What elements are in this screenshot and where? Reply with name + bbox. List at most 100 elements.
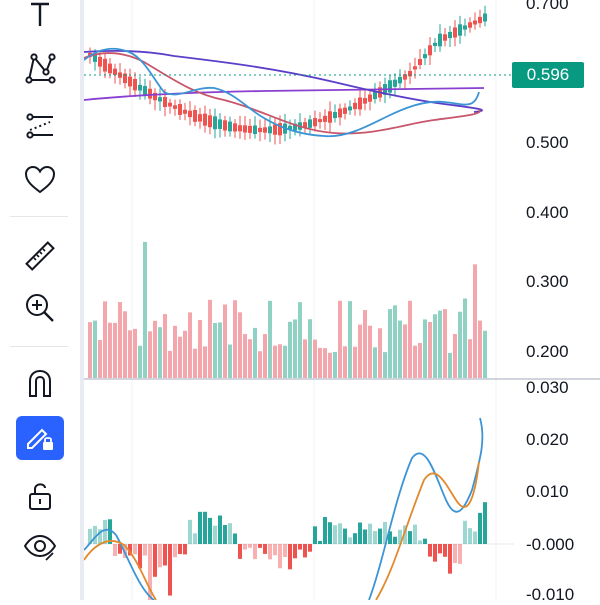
histogram-bar <box>443 544 447 557</box>
volume-bar <box>473 264 477 378</box>
histogram-bar <box>258 544 262 548</box>
favorites-tool[interactable] <box>16 158 64 202</box>
volume-bar <box>423 319 427 378</box>
candle-body <box>338 108 342 118</box>
histogram-bar <box>338 523 342 544</box>
volume-bar <box>133 328 137 378</box>
candle-body <box>453 27 457 38</box>
volume-bar <box>418 342 422 378</box>
volume-bar <box>348 301 352 378</box>
histogram-bar <box>413 524 417 544</box>
histogram-bar <box>438 544 442 554</box>
histogram-bar <box>348 537 352 544</box>
zoom-in-icon <box>26 294 54 322</box>
oscillator-axis-label: 0.030 <box>526 378 569 397</box>
lock-drawings-tool[interactable] <box>16 416 64 460</box>
histogram-bar <box>368 523 372 544</box>
candle-body <box>213 116 217 130</box>
zoom-tool[interactable] <box>16 286 64 330</box>
volume-bar <box>103 301 107 378</box>
candle-body <box>93 54 97 62</box>
histogram-bar <box>128 544 132 556</box>
histogram-bar <box>178 544 182 555</box>
candle-body <box>418 59 422 65</box>
forecast-tool[interactable] <box>16 104 64 148</box>
volume-bars <box>88 241 487 378</box>
volume-bar <box>318 347 322 378</box>
volume-bar <box>253 327 257 378</box>
candle-body <box>278 123 282 136</box>
volume-bar <box>128 330 132 378</box>
candle-body <box>263 127 267 133</box>
candle-body <box>133 78 137 91</box>
candle-body <box>173 105 177 109</box>
lock-all-tool[interactable] <box>16 474 64 518</box>
candle-body <box>433 42 437 46</box>
volume-bar <box>163 314 167 378</box>
histogram-bar <box>333 525 337 544</box>
candle-body <box>203 113 207 126</box>
candle-body <box>233 123 237 132</box>
histogram-bar <box>388 531 392 544</box>
volume-bar <box>413 345 417 378</box>
volume-bar <box>358 324 362 378</box>
volume-bar <box>248 339 252 378</box>
histogram-bar <box>353 533 357 544</box>
pattern-tool[interactable] <box>16 46 64 90</box>
histogram-bar <box>118 544 122 554</box>
ma-indigo-line <box>83 49 483 113</box>
histogram-bar <box>183 544 187 555</box>
histogram-bar <box>98 529 102 544</box>
histogram-bar <box>448 544 452 574</box>
histogram-bar <box>408 531 412 544</box>
volume-bar <box>93 320 97 378</box>
candle-body <box>103 58 107 72</box>
volume-bar <box>478 320 482 378</box>
oscillator-axis-label: -0.010 <box>526 585 575 604</box>
histogram-bar <box>208 517 212 544</box>
histogram-bar <box>218 515 222 544</box>
volume-bar <box>188 312 192 378</box>
candle-body <box>483 13 487 22</box>
candle-body <box>243 125 247 133</box>
magnet-tool[interactable] <box>16 362 64 406</box>
volume-bar <box>268 300 272 378</box>
chart-canvas[interactable] <box>83 0 600 602</box>
candle-body <box>313 118 317 127</box>
volume-bar <box>338 300 342 378</box>
candle-body <box>373 91 377 100</box>
candle-body <box>123 73 127 84</box>
toolbar-divider[interactable] <box>80 0 84 600</box>
text-tool[interactable] <box>16 0 64 36</box>
candle-body <box>98 56 102 67</box>
volume-bar <box>443 309 447 378</box>
current-price-tag: 0.596 <box>512 62 584 88</box>
candle-body <box>158 97 162 102</box>
histogram-bar <box>378 528 382 544</box>
volume-bar <box>158 327 162 378</box>
candle-body <box>458 24 462 36</box>
volume-bar <box>388 309 392 378</box>
histogram-bar <box>113 544 117 557</box>
candle-body <box>238 125 242 132</box>
histogram-bar <box>303 544 307 558</box>
volume-bar <box>283 345 287 378</box>
eye-icon <box>23 534 57 561</box>
volume-bar <box>148 331 152 378</box>
drawing-toolbar <box>0 0 80 600</box>
histogram-bar <box>383 521 387 544</box>
volume-bar <box>243 334 247 378</box>
measure-tool[interactable] <box>16 234 64 278</box>
volume-bar <box>213 323 217 378</box>
price-axis-label: 0.300 <box>526 272 569 291</box>
histogram-bar <box>468 528 472 544</box>
candle-body <box>108 63 112 74</box>
histogram-bar <box>103 519 107 544</box>
histogram-bar <box>308 544 312 552</box>
hide-tool[interactable] <box>16 524 64 568</box>
forecast-icon <box>26 113 53 139</box>
histogram-bar <box>143 544 147 556</box>
candle-body <box>188 110 192 118</box>
chart-area[interactable] <box>83 0 600 602</box>
price-candles <box>88 5 487 145</box>
